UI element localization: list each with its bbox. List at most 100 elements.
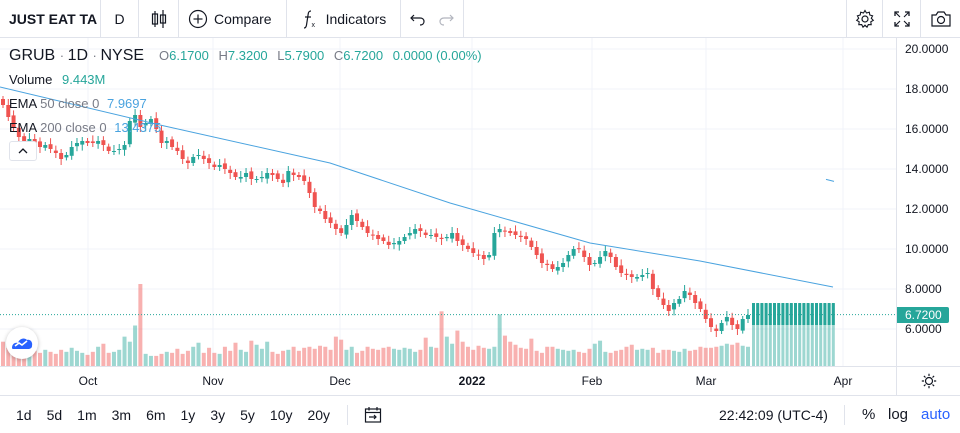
candle-body [259, 177, 264, 179]
volume-bar [471, 349, 476, 366]
candle-body [619, 265, 624, 273]
volume-legend[interactable]: Volume 9.443M [9, 72, 105, 87]
candle-body [785, 303, 789, 325]
candle-body [666, 305, 671, 311]
candle-body [111, 151, 116, 152]
range-10y-button[interactable]: 10y [269, 406, 293, 423]
volume-bar [529, 338, 534, 366]
range-1d-button[interactable]: 1d [16, 406, 32, 423]
candle-body [640, 275, 645, 277]
candle-body [286, 171, 291, 183]
clock-timezone[interactable]: 22:42:09 (UTC-4) [719, 406, 828, 423]
volume-bar [175, 348, 180, 366]
symbol-search-button[interactable]: JUST EAT TA [0, 0, 101, 38]
volume-bar [302, 347, 307, 366]
ema50-label: EMA [9, 96, 37, 111]
volume-bar [355, 352, 360, 366]
candle-body [460, 239, 465, 245]
volume-bar [550, 346, 555, 366]
range-6m-button[interactable]: 6m [146, 406, 166, 423]
tradingview-logo[interactable] [6, 327, 38, 359]
candle-body [254, 179, 259, 180]
candle-body [823, 303, 827, 325]
candle-body [698, 301, 703, 309]
candle-body [318, 208, 323, 211]
candle-body [794, 303, 797, 325]
range-5y-button[interactable]: 5y [240, 406, 255, 423]
settings-button[interactable] [846, 0, 882, 38]
volume-bar [53, 353, 58, 366]
ema200-line [825, 178, 835, 182]
volume-bar [687, 350, 692, 366]
volume-bar [238, 349, 243, 366]
volume-bar [534, 350, 539, 366]
candle-body [529, 240, 534, 247]
ema50-legend[interactable]: EMA 50 close 0 7.9697 [9, 96, 147, 111]
interval-button[interactable]: D [101, 0, 139, 38]
fullscreen-button[interactable] [882, 0, 920, 38]
time-axis[interactable]: Oct Nov Dec 2022 Feb Mar Apr [0, 366, 896, 395]
volume-bar [656, 352, 661, 366]
collapse-legend-button[interactable] [9, 141, 37, 161]
volume-bar [724, 343, 729, 366]
go-to-date-button[interactable] [364, 406, 382, 424]
candle-body [275, 173, 280, 179]
candle-body [37, 141, 42, 147]
candle-body [307, 181, 312, 193]
range-3m-button[interactable]: 3m [111, 406, 132, 423]
range-3y-button[interactable]: 3y [210, 406, 226, 423]
volume-bar [802, 304, 806, 366]
candle-body [724, 317, 729, 322]
volume-bar [698, 346, 703, 366]
candle-body [827, 303, 831, 325]
volume-bar [16, 351, 21, 366]
volume-bar [460, 341, 465, 366]
auto-toggle[interactable]: auto [921, 406, 951, 423]
undo-icon[interactable] [409, 10, 427, 28]
axis-settings-button[interactable] [896, 366, 960, 395]
volume-bar [746, 346, 750, 366]
volume-bar [217, 353, 222, 366]
candle-body [831, 303, 835, 325]
redo-icon[interactable] [437, 10, 455, 28]
volume-bar [640, 348, 645, 366]
volume-bar [127, 341, 132, 366]
divider [347, 404, 349, 425]
volume-bar [418, 349, 423, 366]
plus-circle-icon [188, 9, 208, 28]
chart-type-button[interactable] [139, 0, 179, 38]
range-5d-button[interactable]: 5d [46, 406, 63, 423]
volume-bar [201, 352, 206, 366]
price-tick-label: 18.0000 [905, 82, 949, 96]
volume-bar [328, 349, 333, 366]
candle-body [244, 173, 249, 177]
price-chart[interactable] [0, 38, 896, 366]
volume-bar [444, 336, 449, 366]
range-1m-button[interactable]: 1m [77, 406, 97, 423]
chart-pane[interactable]: GRUB · 1D · NYSE O6.1700 H7.3200 L5.7900… [0, 38, 896, 366]
volume-bar [768, 304, 772, 366]
screenshot-button[interactable] [920, 0, 960, 38]
volume-bar [275, 353, 280, 366]
volume-bar [143, 353, 148, 366]
ema200-legend[interactable]: EMA 200 close 0 13.4375 [9, 120, 161, 135]
price-axis[interactable]: 20.0000 18.0000 16.0000 14.0000 12.0000 10.00… [896, 38, 960, 366]
candle-body [806, 303, 810, 325]
indicators-button[interactable]: x Indicators [287, 0, 402, 38]
volume-bar [170, 352, 175, 366]
candle-body [656, 288, 661, 297]
volume-bar [270, 351, 275, 366]
range-1y-button[interactable]: 1y [180, 406, 196, 423]
volume-bar [561, 349, 566, 366]
range-20y-button[interactable]: 20y [307, 406, 331, 423]
volume-bar [587, 348, 592, 366]
log-toggle[interactable]: log [888, 406, 909, 423]
candle-body [672, 303, 677, 310]
compare-label: Compare [214, 10, 272, 27]
compare-button[interactable]: Compare [179, 0, 287, 38]
percent-toggle[interactable]: % [862, 406, 876, 423]
candle-body [191, 157, 196, 163]
volume-bar [502, 335, 507, 366]
candle-body [207, 158, 212, 163]
volume-bar [101, 343, 106, 366]
